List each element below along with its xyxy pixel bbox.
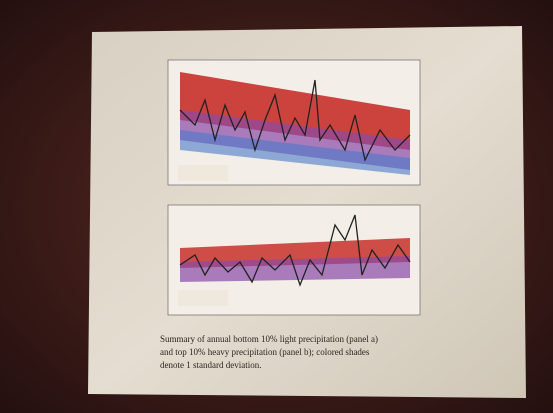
chart-panel-b [167,204,421,316]
series-line [179,214,411,287]
series-line [179,79,411,162]
shade-upper [180,72,410,150]
legend-box [178,290,228,306]
caption-line: denote 1 standard deviation. [160,360,261,370]
caption-line: Summary of annual bottom 10% light preci… [160,334,378,344]
caption-line: and top 10% heavy precipitation (panel b… [160,347,370,357]
legend-box [178,165,228,181]
shade-blue [180,130,410,175]
caption: Summary of annual bottom 10% light preci… [160,334,378,370]
chart-panel-a [167,59,421,186]
